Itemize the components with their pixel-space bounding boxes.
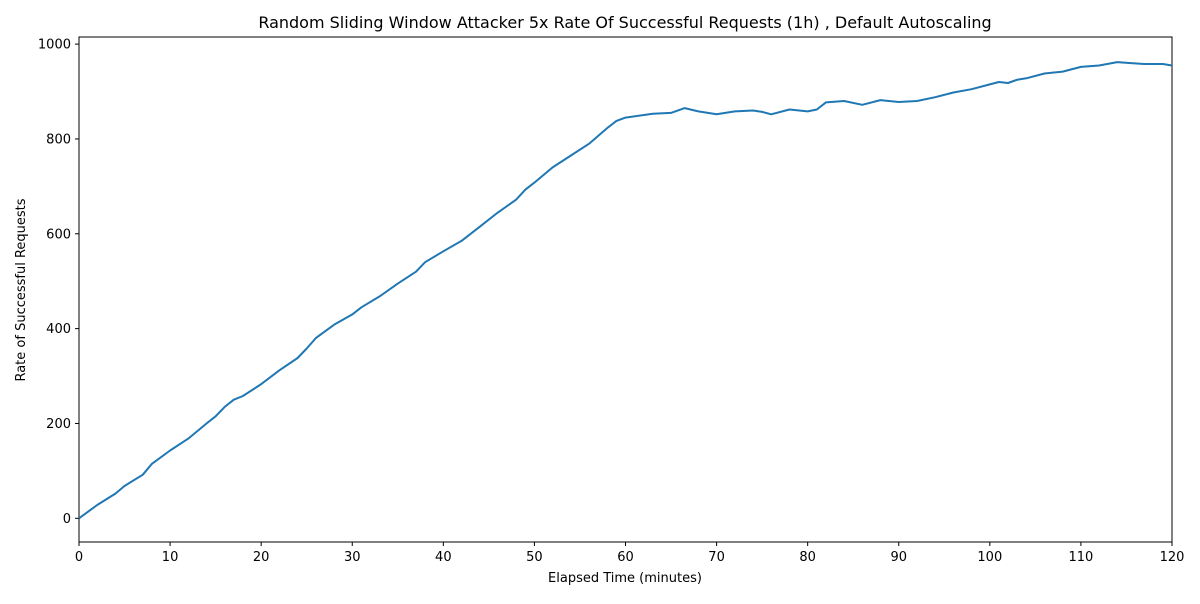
x-tick-label: 20 bbox=[253, 550, 270, 565]
plot-area-frame bbox=[78, 36, 1173, 543]
x-tick-label: 60 bbox=[617, 550, 634, 565]
x-axis: 0 10 20 30 40 50 60 70 80 90 100 110 120 bbox=[75, 542, 1185, 565]
y-tick-label: 1000 bbox=[38, 38, 71, 53]
y-tick-label: 200 bbox=[46, 417, 71, 432]
x-tick-label: 30 bbox=[344, 550, 361, 565]
x-tick-label: 90 bbox=[890, 550, 907, 565]
y-tick-label: 400 bbox=[46, 322, 71, 337]
x-tick-label: 50 bbox=[526, 550, 543, 565]
x-axis-label: Elapsed Time (minutes) bbox=[548, 571, 702, 586]
x-tick-label: 110 bbox=[1069, 550, 1094, 565]
y-tick-label: 800 bbox=[46, 132, 71, 147]
y-tick-label: 0 bbox=[63, 512, 71, 527]
chart-title: Random Sliding Window Attacker 5x Rate O… bbox=[258, 13, 991, 32]
x-tick-label: 0 bbox=[75, 550, 83, 565]
x-tick-label: 80 bbox=[799, 550, 816, 565]
y-tick-label: 600 bbox=[46, 227, 71, 242]
x-tick-label: 40 bbox=[435, 550, 452, 565]
y-axis: 0 200 400 600 800 1000 bbox=[38, 38, 79, 527]
y-axis-label: Rate of Successful Requests bbox=[14, 198, 29, 381]
x-tick-label: 100 bbox=[977, 550, 1002, 565]
x-tick-label: 70 bbox=[708, 550, 725, 565]
series-line bbox=[78, 61, 1173, 520]
x-tick-label: 10 bbox=[162, 550, 179, 565]
x-tick-label: 120 bbox=[1160, 550, 1185, 565]
